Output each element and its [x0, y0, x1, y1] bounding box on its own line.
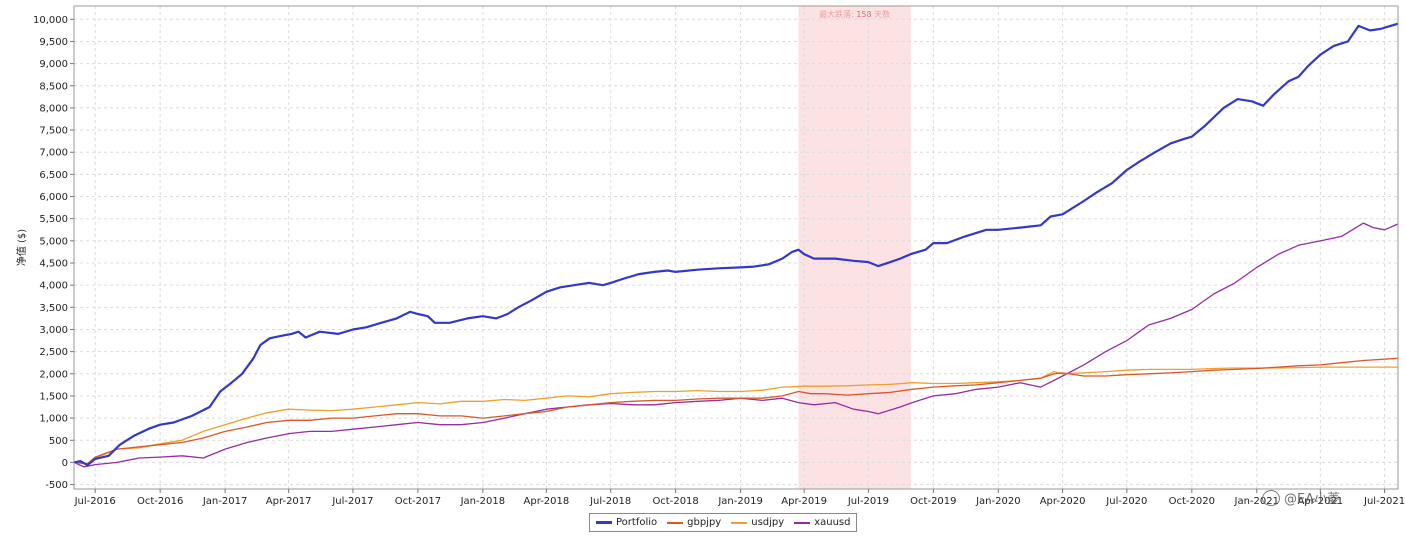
y-tick-label: 7,000 — [39, 148, 68, 159]
watermark-text: @EA小菱 — [1284, 492, 1341, 507]
legend-swatch-gbpjpy — [667, 521, 684, 524]
y-tick-label: 7,500 — [39, 126, 68, 137]
drawdown-band — [798, 6, 911, 489]
y-tick-label: 9,500 — [39, 37, 68, 48]
y-tick-label: 3,000 — [39, 325, 68, 336]
y-axis-title: 净值 ($) — [15, 229, 28, 266]
drawdown-label-prefix: 最大跌落: — [819, 9, 856, 19]
series-line-xauusd — [73, 222, 1399, 468]
legend-item-portfolio: Portfolio — [596, 517, 657, 528]
y-tick-label: 4,500 — [39, 259, 68, 270]
y-tick-label: 10,000 — [33, 15, 68, 26]
x-tick-label: Jul-2019 — [847, 496, 889, 507]
y-tick-label: 2,500 — [39, 347, 68, 358]
x-tick-label: Apr-2020 — [1040, 496, 1086, 507]
y-tick-label: 0 — [62, 458, 68, 469]
y-tick-label: 8,500 — [39, 81, 68, 92]
x-tick-label: Apr-2017 — [266, 496, 312, 507]
y-tick-label: -500 — [45, 480, 68, 491]
x-tick-label: Apr-2019 — [781, 496, 827, 507]
legend-label-xauusd: xauusd — [814, 517, 851, 528]
x-tick-label: Jan-2018 — [460, 496, 505, 507]
y-tick-label: 9,000 — [39, 59, 68, 70]
wechat-icon — [1262, 489, 1280, 506]
x-tick-label: Oct-2018 — [652, 496, 698, 507]
legend-label-usdjpy: usdjpy — [751, 517, 785, 528]
plot-frame — [73, 5, 1399, 490]
series-line-portfolio — [73, 22, 1399, 467]
x-tick-label: Oct-2019 — [910, 496, 956, 507]
y-tick-label: 6,500 — [39, 170, 68, 181]
x-tick-label: Jan-2017 — [202, 496, 247, 507]
x-tick-label: Oct-2016 — [137, 496, 183, 507]
legend-swatch-portfolio — [596, 521, 612, 524]
y-tick-label: 3,500 — [39, 303, 68, 314]
legend-item-gbpjpy: gbpjpy — [667, 517, 721, 528]
legend-swatch-xauusd — [794, 521, 811, 524]
legend-label-gbpjpy: gbpjpy — [687, 517, 722, 528]
y-tick-label: 4,000 — [39, 281, 68, 292]
series-layer — [73, 22, 1399, 468]
x-tick-label: Jul-2021 — [1363, 496, 1405, 507]
y-tick-label: 500 — [49, 436, 68, 447]
axis-layer: -500 0 500 1,000 1,500 2,000 2,500 3,000 3,500 4,… — [15, 5, 1405, 507]
drawdown-label-days: 158 — [856, 10, 871, 19]
x-tick-label: Jul-2017 — [331, 496, 373, 507]
y-tick-label: 1,000 — [39, 414, 68, 425]
series-line-gbpjpy — [73, 357, 1399, 465]
legend-item-xauusd: xauusd — [794, 517, 850, 528]
legend-item-usdjpy: usdjpy — [731, 517, 784, 528]
x-tick-label: Oct-2017 — [395, 496, 441, 507]
chart-legend: Portfolio gbpjpy usdjpy xauusd — [589, 513, 858, 532]
legend-label-portfolio: Portfolio — [616, 517, 658, 528]
x-tick-label: Jan-2020 — [975, 496, 1020, 507]
y-tick-label: 8,000 — [39, 103, 68, 114]
y-tick-label: 1,500 — [39, 391, 68, 402]
x-tick-label: Jul-2020 — [1105, 496, 1147, 507]
x-tick-label: Apr-2018 — [524, 496, 570, 507]
y-tick-label: 2,000 — [39, 369, 68, 380]
x-tick-label: Oct-2020 — [1169, 496, 1215, 507]
x-tick-label: Jul-2016 — [74, 496, 116, 507]
drawdown-region-layer: 最大跌落: 158 天数 — [798, 6, 911, 489]
y-tick-label: 6,000 — [39, 192, 68, 203]
legend-swatch-usdjpy — [731, 521, 748, 524]
y-tick-label: 5,000 — [39, 236, 68, 247]
watermark: @EA小菱 — [1262, 488, 1340, 507]
drawdown-label: 最大跌落: 158 天数 — [819, 9, 890, 19]
x-tick-label: Jan-2019 — [717, 496, 762, 507]
x-tick-label: Jan-2021 — [1234, 496, 1279, 507]
drawdown-label-suffix: 天数 — [872, 9, 891, 19]
x-tick-label: Jul-2018 — [589, 496, 631, 507]
x-tick-label: Apr-2021 — [1297, 496, 1343, 507]
y-tick-label: 5,500 — [39, 214, 68, 225]
grid-layer — [74, 6, 1398, 489]
series-line-usdjpy — [73, 366, 1398, 465]
